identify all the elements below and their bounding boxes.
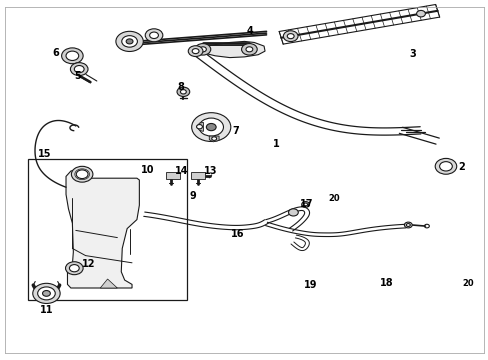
Text: 13: 13: [203, 166, 217, 176]
Circle shape: [177, 87, 189, 96]
Polygon shape: [196, 122, 203, 131]
Text: 1: 1: [272, 139, 279, 149]
Circle shape: [76, 170, 88, 179]
Text: 6: 6: [53, 48, 60, 58]
Circle shape: [122, 36, 137, 47]
Circle shape: [406, 224, 409, 226]
Polygon shape: [193, 41, 264, 58]
Circle shape: [188, 46, 203, 57]
Text: 8: 8: [177, 82, 184, 93]
Circle shape: [116, 31, 143, 51]
Circle shape: [434, 158, 456, 174]
Circle shape: [301, 202, 309, 207]
Circle shape: [286, 33, 293, 39]
Circle shape: [70, 63, 88, 76]
Text: 20: 20: [462, 279, 473, 288]
Text: 17: 17: [299, 199, 313, 210]
Circle shape: [74, 66, 84, 73]
Circle shape: [65, 262, 83, 275]
Text: 18: 18: [379, 278, 392, 288]
Text: 15: 15: [38, 149, 52, 159]
Circle shape: [191, 113, 230, 141]
Circle shape: [199, 47, 206, 52]
Circle shape: [404, 222, 411, 228]
Text: 11: 11: [40, 305, 54, 315]
Circle shape: [195, 44, 210, 55]
Circle shape: [66, 51, 79, 60]
Text: 9: 9: [189, 191, 196, 201]
Circle shape: [149, 32, 158, 39]
Circle shape: [71, 166, 93, 182]
Circle shape: [180, 90, 186, 94]
Text: 2: 2: [457, 162, 464, 172]
Text: 19: 19: [303, 280, 317, 290]
Circle shape: [69, 265, 79, 272]
Circle shape: [241, 44, 257, 55]
Text: 7: 7: [232, 126, 239, 136]
Circle shape: [283, 31, 297, 41]
Bar: [166, 172, 180, 179]
Bar: [28, 159, 187, 300]
Text: 14: 14: [175, 166, 188, 176]
Circle shape: [245, 47, 252, 52]
Polygon shape: [66, 169, 139, 288]
Circle shape: [33, 283, 60, 303]
Text: 5: 5: [74, 71, 81, 81]
Circle shape: [192, 49, 199, 54]
Circle shape: [196, 125, 202, 129]
Circle shape: [42, 291, 50, 296]
Circle shape: [199, 118, 223, 136]
Text: 3: 3: [409, 49, 416, 59]
Polygon shape: [209, 136, 219, 142]
Circle shape: [288, 209, 298, 216]
Circle shape: [416, 10, 425, 17]
Circle shape: [303, 203, 307, 206]
Circle shape: [439, 162, 451, 171]
Bar: [190, 172, 205, 179]
Text: 16: 16: [231, 229, 244, 239]
Circle shape: [38, 287, 55, 300]
Circle shape: [61, 48, 83, 64]
Text: 20: 20: [327, 194, 339, 203]
Polygon shape: [100, 279, 117, 288]
Text: 12: 12: [82, 258, 96, 269]
Circle shape: [145, 29, 163, 42]
Circle shape: [126, 39, 133, 44]
Circle shape: [211, 137, 216, 140]
Circle shape: [206, 123, 216, 131]
Text: 10: 10: [141, 165, 154, 175]
Text: 4: 4: [246, 26, 253, 36]
